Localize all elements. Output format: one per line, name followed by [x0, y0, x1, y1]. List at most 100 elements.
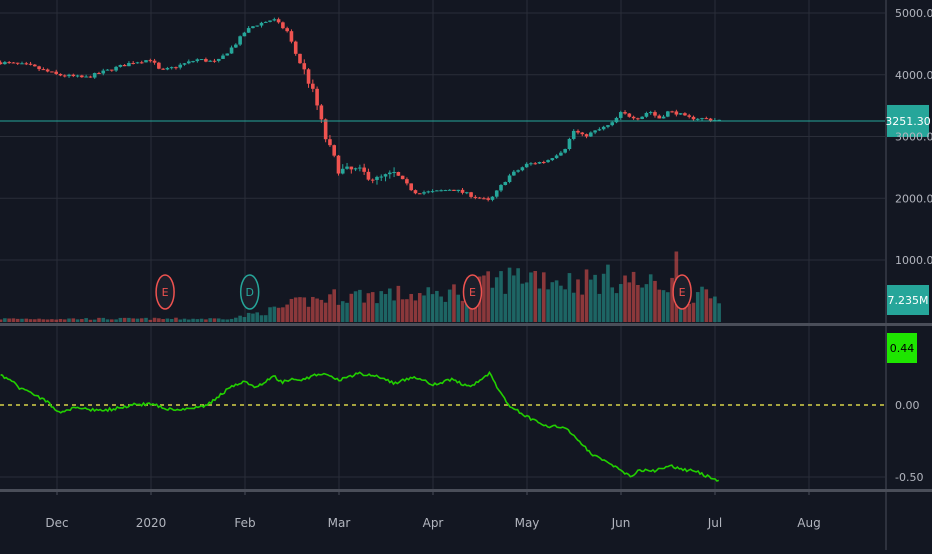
volume-bar: [62, 319, 67, 322]
candle-body: [683, 113, 687, 116]
candle-body: [276, 19, 281, 23]
volume-bar: [251, 313, 255, 322]
current-price-line: 3251.30 7.235M: [0, 104, 931, 315]
volume-bar: [216, 318, 221, 322]
candle-body: [131, 63, 135, 65]
volume-bar: [533, 270, 538, 322]
candle-body: [430, 191, 435, 193]
candle-body: [447, 189, 452, 191]
volume-bar: [263, 315, 268, 322]
candle-body: [238, 36, 242, 45]
candle-body: [358, 167, 362, 169]
volume-bar: [541, 272, 546, 322]
volume-bar: [563, 289, 567, 322]
event-marker-dividend[interactable]: D: [239, 274, 260, 310]
volume-bar: [422, 295, 426, 322]
candle-body: [45, 69, 50, 72]
candle-body: [272, 19, 277, 21]
volume-bar: [606, 264, 610, 322]
volume-bar: [7, 318, 11, 322]
volume-bar: [139, 318, 144, 322]
candle-body: [157, 62, 161, 69]
candle-body: [182, 63, 187, 65]
candle-body: [268, 20, 272, 22]
volume-bar: [571, 292, 576, 322]
pane-separator-volume-indicator[interactable]: [0, 323, 932, 326]
volume-bar: [178, 319, 183, 322]
volume-bar: [58, 318, 63, 322]
volume-bar: [559, 285, 563, 322]
volume-bar: [131, 318, 135, 322]
volume-bar: [413, 300, 418, 322]
current-price-badge: [887, 104, 929, 137]
volume-bar: [110, 319, 114, 322]
volume-bar: [212, 318, 217, 322]
volume-bar: [97, 317, 101, 322]
candle-body: [405, 179, 409, 184]
volume-label: 7.235M: [888, 294, 929, 307]
pane-separators[interactable]: [0, 323, 932, 492]
candle-body: [28, 63, 33, 65]
candle-body: [225, 53, 230, 56]
candle-body: [281, 22, 285, 29]
volume-bar: [88, 319, 93, 322]
candle-body: [400, 175, 405, 180]
candle-body: [486, 198, 490, 200]
candle-body: [640, 116, 644, 120]
candle-body: [285, 28, 289, 32]
candle-body: [0, 62, 3, 65]
volume-bar: [84, 318, 88, 322]
volume-bar: [195, 319, 200, 322]
candle-body: [234, 44, 238, 48]
volume-bar: [281, 307, 285, 322]
candle-body: [75, 75, 80, 77]
candle-body: [88, 76, 93, 78]
volume-bar: [392, 300, 396, 322]
candle-body: [84, 76, 88, 78]
volume-bar: [45, 319, 50, 322]
candle-body: [576, 130, 580, 133]
volume-bar: [405, 299, 409, 322]
event-marker-circle: [239, 274, 260, 310]
volume-bar: [529, 272, 533, 322]
candle-body: [670, 111, 674, 113]
candle-body: [653, 112, 657, 116]
volume-bar: [54, 319, 59, 322]
candle-body: [169, 67, 174, 69]
candle-body: [191, 61, 195, 63]
indicator-value-badge: [887, 333, 917, 363]
volume-bar: [122, 317, 127, 322]
event-marker-earnings[interactable]: E: [672, 274, 692, 310]
candle-body: [460, 189, 465, 193]
candle-body: [289, 31, 294, 42]
volume-bar: [426, 287, 431, 322]
volume-bar: [631, 271, 636, 322]
volume-bar: [584, 269, 589, 322]
candle-body: [204, 59, 208, 62]
volume-bar: [20, 318, 24, 322]
indicator-tick-label: -0.50: [895, 471, 923, 484]
candle-body: [554, 155, 559, 159]
candle-body: [499, 185, 503, 191]
volume-bar: [11, 318, 16, 322]
candle-body: [340, 168, 345, 174]
candle-body: [315, 88, 319, 106]
candle-body: [97, 73, 101, 75]
volume-bar: [695, 292, 700, 322]
event-marker-earnings[interactable]: E: [462, 274, 483, 310]
volume-bar: [33, 319, 37, 322]
volume-bar: [105, 319, 110, 322]
pane-separator-indicator-time[interactable]: [0, 489, 932, 492]
volume-bar: [524, 282, 529, 322]
candle-body: [332, 145, 337, 156]
candle-body: [520, 167, 525, 171]
volume-bar: [293, 297, 298, 322]
candle-body: [135, 62, 140, 64]
volume-bar: [644, 284, 649, 322]
event-marker-earnings[interactable]: E: [155, 274, 175, 310]
candle-body: [311, 83, 315, 89]
volume-bar: [332, 289, 337, 322]
candle-body: [537, 161, 542, 164]
